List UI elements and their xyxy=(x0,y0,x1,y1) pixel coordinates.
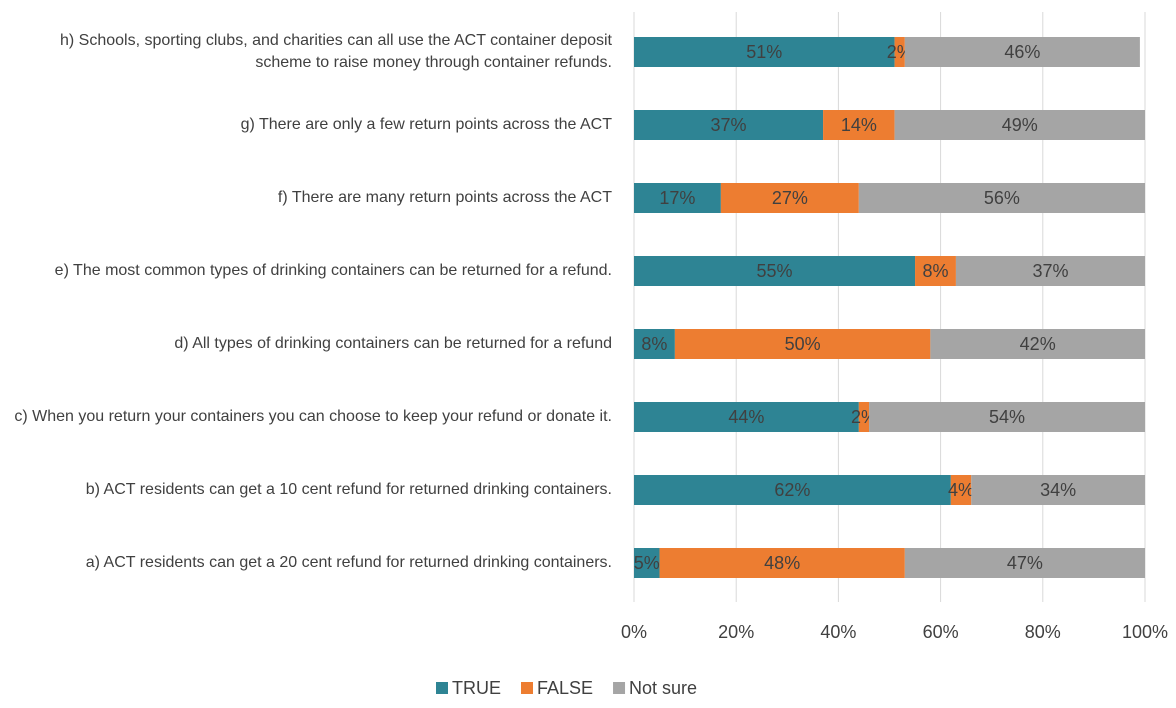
bar-segment xyxy=(634,402,859,432)
data-label: 14% xyxy=(841,115,877,135)
bar-segment xyxy=(869,402,1145,432)
data-label: 17% xyxy=(659,188,695,208)
legend-swatch xyxy=(613,682,626,694)
bar-segment xyxy=(659,548,905,578)
data-label: 4% xyxy=(948,480,974,500)
data-label: 8% xyxy=(641,334,667,354)
bar-segment xyxy=(634,37,895,67)
x-tick-label: 40% xyxy=(820,622,856,642)
bar-segment xyxy=(915,256,956,286)
data-label: 37% xyxy=(1032,261,1068,281)
data-label: 49% xyxy=(1002,115,1038,135)
bar-segment xyxy=(720,183,859,213)
bar-segment xyxy=(971,475,1145,505)
bar-segment xyxy=(634,548,660,578)
bar-segment xyxy=(634,475,951,505)
x-tick-label: 100% xyxy=(1122,622,1168,642)
bar-segment xyxy=(634,329,675,359)
bar-segment xyxy=(904,37,1140,67)
data-label: 55% xyxy=(757,261,793,281)
bar-segment xyxy=(634,110,824,140)
bar-segment xyxy=(894,110,1145,140)
data-label: 50% xyxy=(785,334,821,354)
category-label: b) ACT residents can get a 10 cent refun… xyxy=(85,481,612,498)
bar-segment xyxy=(858,183,1145,213)
data-label: 27% xyxy=(772,188,808,208)
bar-segment xyxy=(674,329,931,359)
data-label: 5% xyxy=(634,553,660,573)
legend-swatch xyxy=(436,682,448,694)
category-label: a) ACT residents can get a 20 cent refun… xyxy=(85,554,612,571)
data-label: 54% xyxy=(989,407,1025,427)
bar-segment xyxy=(955,256,1145,286)
data-label: 8% xyxy=(922,261,948,281)
bar-segment xyxy=(904,548,1145,578)
data-label: 47% xyxy=(1007,553,1043,573)
category-label: e) The most common types of drinking con… xyxy=(54,262,612,279)
legend-swatch xyxy=(521,682,533,694)
bar-segment xyxy=(894,37,905,67)
category-label: c) When you return your containers you c… xyxy=(14,408,612,425)
bar-segment xyxy=(858,402,870,432)
data-label: 34% xyxy=(1040,480,1076,500)
bar-segment xyxy=(823,110,895,140)
legend-label: Not sure xyxy=(629,678,697,698)
data-label: 62% xyxy=(774,480,810,500)
data-label: 56% xyxy=(984,188,1020,208)
data-label: 51% xyxy=(746,42,782,62)
data-label: 44% xyxy=(728,407,764,427)
category-label: g) There are only a few return points ac… xyxy=(240,116,612,133)
data-label: 48% xyxy=(764,553,800,573)
bar-segment xyxy=(950,475,972,505)
x-tick-label: 20% xyxy=(718,622,754,642)
data-label: 37% xyxy=(711,115,747,135)
bar-segment xyxy=(930,329,1145,359)
category-label: d) All types of drinking containers can … xyxy=(174,335,612,352)
category-label: f) There are many return points across t… xyxy=(277,189,612,206)
x-tick-label: 60% xyxy=(923,622,959,642)
data-label: 42% xyxy=(1020,334,1056,354)
x-tick-label: 80% xyxy=(1025,622,1061,642)
legend-label: FALSE xyxy=(537,678,593,698)
category-label: h) Schools, sporting clubs, and charitie… xyxy=(59,32,612,71)
bar-segment xyxy=(634,183,721,213)
bar-segment xyxy=(634,256,916,286)
x-tick-label: 0% xyxy=(621,622,647,642)
data-label: 46% xyxy=(1004,42,1040,62)
legend-label: TRUE xyxy=(452,678,501,698)
